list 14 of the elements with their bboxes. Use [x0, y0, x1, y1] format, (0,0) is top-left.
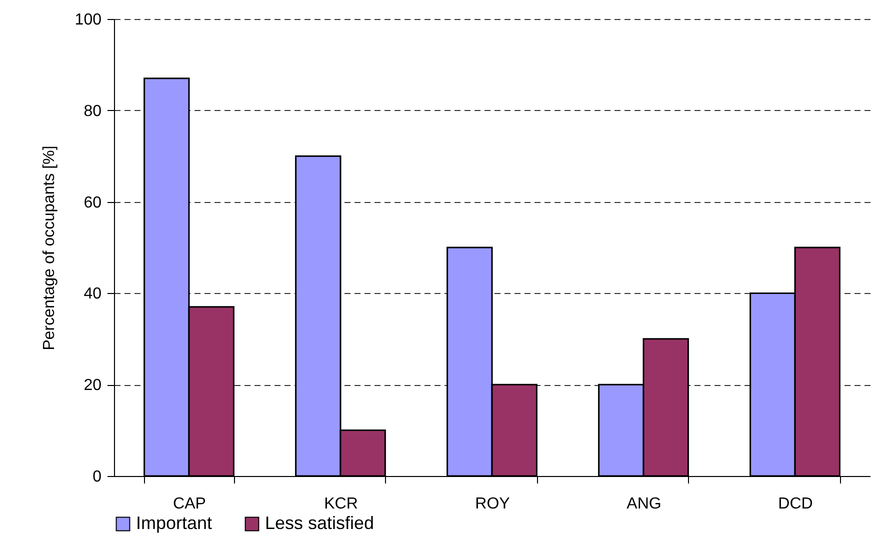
x-tick-label: CAP	[173, 496, 206, 512]
legend-label: Important	[136, 513, 212, 533]
x-tick-label: DCD	[778, 496, 813, 512]
y-tick-label: 100	[74, 12, 102, 28]
y-tick-label: 60	[84, 194, 102, 212]
y-tick-label: 40	[84, 286, 102, 303]
x-tick-label: ANG	[626, 496, 662, 512]
legend-label: Less satisfied	[265, 513, 374, 533]
y-tick-label: 80	[84, 102, 102, 120]
y-tick-label: 20	[84, 377, 102, 394]
y-axis-title: Percentage of occupants [%]	[40, 146, 58, 350]
x-tick-label: KCR	[324, 496, 358, 512]
y-tick-label: 0	[92, 468, 102, 486]
x-tick-label: ROY	[475, 496, 510, 512]
